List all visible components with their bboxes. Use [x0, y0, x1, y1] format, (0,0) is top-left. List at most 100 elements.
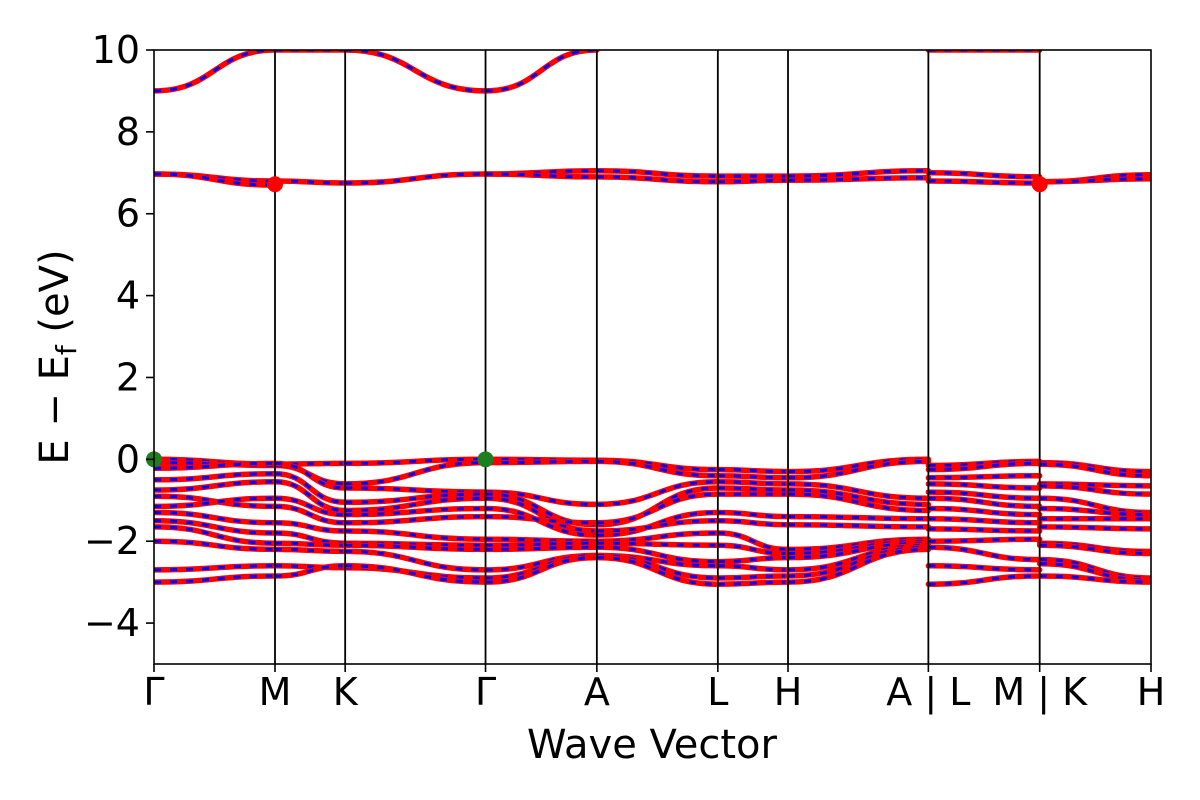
band-seg8-22-7 [1036, 524, 1151, 532]
band-spin-down [596, 519, 718, 533]
band-seg2-8-10 [342, 548, 489, 573]
band-spin-down [345, 461, 486, 486]
band-spin-down [345, 507, 486, 517]
band-seg7-20-6 [925, 505, 1043, 518]
band-seg5-14-1 [715, 177, 791, 185]
band-spin-down [717, 556, 789, 564]
band-seg1-5-12 [272, 563, 348, 579]
band-spin-up [482, 458, 600, 466]
band-spin-down [154, 511, 276, 525]
band-seg0-2-7 [154, 509, 278, 526]
y-axis-label-sub: f [50, 344, 83, 355]
band-spin-up [482, 544, 600, 553]
high-symmetry-lines [274, 50, 1041, 664]
band-seg5-15-3 [715, 485, 791, 493]
band-spin-down [345, 172, 486, 185]
x-tick-label: H [1137, 670, 1166, 714]
band-spin-down [154, 564, 276, 572]
band-spin-down [1039, 461, 1151, 474]
band-seg1-5-4 [272, 479, 348, 514]
y-tick-label: 2 [116, 355, 140, 399]
band-seg3-11-1 [482, 458, 600, 466]
band-seg2-8-7 [342, 528, 489, 542]
band-spin-down [274, 461, 346, 466]
band-seg1-5-10 [272, 546, 348, 555]
band-spin-up [925, 526, 1043, 534]
band-seg0-2-6 [154, 495, 278, 510]
band-spin-down [345, 492, 486, 504]
band-spin-down [274, 461, 346, 490]
band-spin-down [596, 459, 718, 478]
x-tick-label: Γ [143, 670, 164, 714]
band-spin-down [154, 539, 276, 551]
band-seg5-15-5 [715, 509, 791, 520]
band-spin-up [925, 536, 1043, 544]
band-spin-down [274, 496, 346, 517]
band-spin-up [925, 489, 1043, 501]
band-seg1-5-7 [272, 520, 348, 534]
band-spin-down [345, 515, 486, 525]
band-seg7-20-12 [925, 573, 1043, 587]
band-seg6-17-6 [785, 522, 932, 530]
band-spin-up [1036, 573, 1151, 585]
band-seg1-5-2 [272, 460, 348, 491]
band-spin-down [787, 547, 929, 584]
band-seg0-1-1 [154, 171, 278, 188]
band-seg1-5-3 [272, 470, 348, 506]
band-spin-down [717, 531, 789, 551]
band-seg7-20-1 [925, 460, 1043, 473]
band-spin-down [274, 564, 346, 578]
y-axis-label: E − Ef (eV) [32, 249, 83, 464]
band-seg4-13-4 [594, 491, 721, 526]
band-spin-down [154, 461, 276, 470]
band-seg3-11-9 [482, 544, 600, 553]
band-spin-down [274, 504, 346, 525]
band-spin-down [717, 543, 789, 555]
band-spin-down [154, 461, 276, 467]
band-spin-down [928, 574, 1040, 586]
band-seg7-20-8 [925, 526, 1043, 534]
x-tick-label: H [774, 670, 803, 714]
band-spin-down [596, 169, 718, 178]
band-spin-down [787, 482, 929, 500]
band-spin-down [154, 496, 276, 508]
band-spin-down [1039, 462, 1151, 478]
band-seg5-15-8 [715, 542, 791, 557]
band-seg3-10-1 [482, 171, 600, 180]
band-spin-down [596, 480, 718, 506]
band-spin-down [274, 521, 346, 533]
band-spin-down [787, 543, 929, 572]
band-spin-up [925, 460, 1043, 473]
band-spin-up [342, 50, 489, 94]
x-tick-label: M | K [992, 670, 1088, 715]
band-spin-up [925, 170, 1043, 180]
band-spin-down [596, 541, 718, 547]
band-seg0-0-0 [154, 50, 278, 94]
band-seg7-19-1 [925, 178, 1043, 186]
band-spin-up [1036, 176, 1151, 185]
band-spin-down [787, 459, 929, 480]
band-seg1-4-0 [272, 178, 348, 186]
band-seg3-9-0 [482, 50, 600, 94]
band-seg6-17-3 [785, 487, 932, 508]
band-spin-down [717, 580, 789, 586]
band-spin-down [787, 539, 929, 555]
band-spin-down [717, 468, 789, 474]
band-seg7-20-5 [925, 495, 1043, 510]
bands-layer [154, 50, 1151, 587]
y-axis: −4 −2 0 2 4 6 8 10 [84, 28, 154, 645]
band-seg2-8-6 [342, 505, 489, 518]
band-seg2-8-2 [342, 485, 489, 495]
band-spin-down [154, 480, 276, 492]
plot-frame [153, 49, 1152, 665]
band-spin-up [1036, 505, 1151, 518]
band-seg4-12-1 [594, 174, 721, 185]
band-spin-down [596, 511, 718, 537]
band-seg5-15-0 [715, 466, 791, 475]
band-seg0-2-10 [154, 538, 278, 553]
band-seg1-5-5 [272, 503, 348, 526]
band-seg3-11-6 [482, 505, 600, 538]
band-spin-down [345, 549, 486, 572]
band-spin-down [485, 556, 597, 584]
band-seg4-13-1 [594, 458, 721, 479]
